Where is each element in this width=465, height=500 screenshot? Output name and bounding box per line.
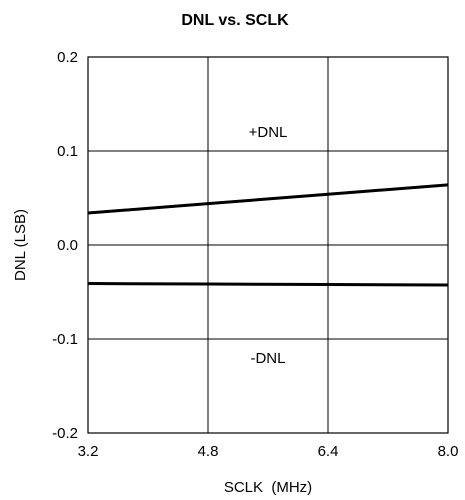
annotation-1: -DNL — [250, 350, 285, 367]
x-tick-label-2: 6.4 — [318, 443, 339, 460]
chart-title: DNL vs. SCLK — [181, 12, 289, 29]
y-tick-label-1: -0.1 — [52, 331, 78, 348]
series-line-plus-dnl — [87, 183, 449, 215]
y-tick-label-3: 0.1 — [57, 143, 78, 160]
annotations: +DNL -DNL — [249, 124, 288, 367]
y-tick-labels: -0.2 -0.1 0.0 0.1 0.2 — [52, 49, 78, 442]
x-axis-label: SCLK (MHz) — [224, 479, 312, 496]
x-tick-label-1: 4.8 — [198, 443, 219, 460]
x-tick-labels: 3.2 4.8 6.4 8.0 — [78, 443, 459, 460]
series-lines — [87, 183, 449, 287]
plot-frame — [87, 56, 449, 434]
y-tick-label-0: -0.2 — [52, 425, 78, 442]
series-line-minus-dnl — [87, 282, 449, 287]
x-tick-label-3: 8.0 — [438, 443, 459, 460]
annotation-0: +DNL — [249, 124, 288, 141]
y-tick-label-4: 0.2 — [57, 49, 78, 66]
y-tick-label-2: 0.0 — [57, 237, 78, 254]
y-axis-label: DNL (LSB) — [12, 209, 29, 281]
grid — [87, 56, 449, 434]
x-tick-label-0: 3.2 — [78, 443, 99, 460]
